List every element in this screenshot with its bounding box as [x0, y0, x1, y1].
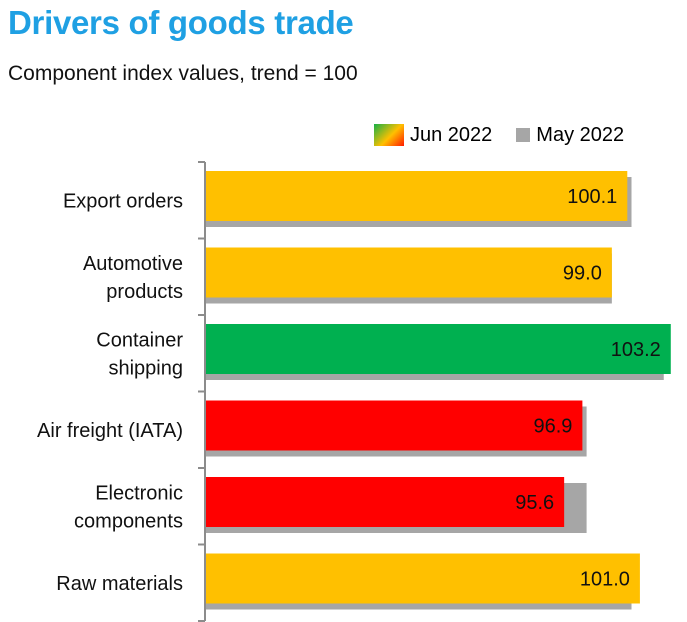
- legend-swatch-may: [516, 128, 531, 142]
- legend-item-jun: Jun 2022: [374, 124, 492, 147]
- bar-jun-2022-3: [205, 400, 583, 451]
- bar-jun-2022-2: [205, 324, 671, 374]
- value-label-0: 100.1: [567, 186, 617, 208]
- value-label-4: 95.6: [515, 492, 554, 514]
- bar-jun-2022-4: [205, 477, 565, 527]
- legend-item-may: May 2022: [492, 124, 624, 147]
- chart-title: Drivers of goods trade: [8, 4, 354, 41]
- bar-jun-2022-1: [205, 247, 612, 298]
- value-label-1: 99.0: [563, 263, 602, 285]
- category-label-0: Export orders: [63, 190, 183, 212]
- chart-subtitle: Component index values, trend = 100: [8, 62, 358, 85]
- category-label-1: Automotive products: [83, 253, 183, 303]
- value-label-5: 101.0: [580, 569, 630, 591]
- category-label-4: Electronic components: [74, 482, 183, 532]
- value-label-3: 96.9: [533, 416, 572, 438]
- chart-legend: Jun 2022 May 2022: [374, 122, 624, 148]
- category-label-2: Container shipping: [96, 329, 183, 379]
- bar-jun-2022-5: [205, 553, 640, 604]
- legend-swatch-jun: [374, 124, 404, 146]
- category-label-5: Raw materials: [56, 573, 183, 595]
- legend-label-jun: Jun 2022: [410, 123, 493, 146]
- legend-label-may: May 2022: [536, 123, 625, 146]
- category-label-3: Air freight (IATA): [37, 420, 183, 442]
- value-label-2: 103.2: [611, 339, 661, 361]
- bar-jun-2022-0: [205, 171, 628, 221]
